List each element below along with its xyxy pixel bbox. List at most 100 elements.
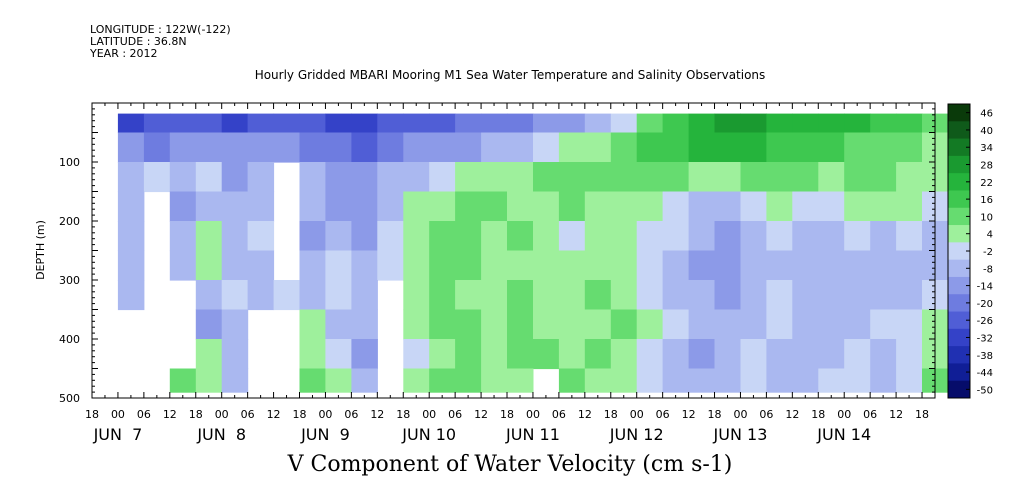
heatmap-cell <box>455 221 482 252</box>
heatmap-cell <box>221 280 249 311</box>
heatmap-cell <box>844 113 871 134</box>
heatmap-cell <box>740 162 767 193</box>
heatmap-cell <box>351 191 378 222</box>
heatmap-cell <box>584 113 612 134</box>
x-tick-label: 00 <box>733 408 747 421</box>
heatmap-cell <box>455 250 482 281</box>
heatmap-cell <box>429 162 456 193</box>
heatmap-cell <box>558 191 586 222</box>
heatmap-cell <box>896 221 923 252</box>
heatmap-cell <box>403 221 430 252</box>
x-tick-label: 06 <box>759 408 773 421</box>
heatmap-cell <box>299 339 326 370</box>
heatmap-cell <box>377 191 404 222</box>
heatmap-cell <box>662 132 690 163</box>
heatmap-cell <box>714 132 741 163</box>
heatmap-cell <box>818 309 845 340</box>
heatmap-cell <box>844 368 871 393</box>
x-tick-label: 12 <box>370 408 384 421</box>
x-tick-label: 00 <box>630 408 644 421</box>
heatmap-cell <box>714 280 741 311</box>
heatmap-cell <box>195 309 223 340</box>
heatmap-cell <box>481 132 508 163</box>
heatmap-cell <box>143 162 171 193</box>
heatmap-cell <box>584 339 612 370</box>
heatmap-cell <box>533 132 560 163</box>
heatmap-cell <box>403 309 430 340</box>
x-tick-label: 18 <box>708 408 722 421</box>
heatmap-cell <box>714 162 741 193</box>
heatmap-cell <box>455 309 482 340</box>
x-tick-label: 18 <box>604 408 618 421</box>
heatmap-cell <box>792 191 819 222</box>
x-tick-label: 00 <box>526 408 540 421</box>
x-tick-label: 06 <box>344 408 358 421</box>
heatmap-cell <box>169 221 197 252</box>
heatmap-cell <box>377 113 404 134</box>
heatmap-cell <box>325 162 352 193</box>
latitude-label: LATITUDE : 36.8N <box>90 35 187 48</box>
heatmap-cell <box>844 309 871 340</box>
x-tick-label: 18 <box>396 408 410 421</box>
heatmap-cell <box>299 309 326 340</box>
heatmap-cell <box>740 113 767 134</box>
colorbar-label: -26 <box>977 316 993 327</box>
heatmap-cell <box>714 250 741 281</box>
heatmap-cell <box>117 250 145 281</box>
heatmap-cell <box>403 191 430 222</box>
heatmap-cell <box>688 221 716 252</box>
heatmap-cell <box>792 132 819 163</box>
heatmap-cell <box>117 280 145 311</box>
heatmap-cell <box>221 132 249 163</box>
heatmap-cell <box>636 221 664 252</box>
heatmap-cell <box>662 339 690 370</box>
heatmap-cell <box>169 191 197 222</box>
heatmap-cell <box>558 113 586 134</box>
heatmap-cell <box>792 280 819 311</box>
colorbar-label: 22 <box>980 178 993 189</box>
heatmap-cell <box>143 113 171 134</box>
heatmap-cell <box>455 280 482 311</box>
x-tick-label: 18 <box>915 408 929 421</box>
heatmap-cell <box>688 132 716 163</box>
y-axis: 100 200 300 400 500 <box>59 102 935 405</box>
heatmap-cell <box>896 113 923 134</box>
heatmap-cell <box>896 191 923 222</box>
heatmap-cell <box>299 221 326 252</box>
heatmap-cell <box>325 250 352 281</box>
heatmap-cell <box>429 250 456 281</box>
x-tick-label: 06 <box>552 408 566 421</box>
heatmap-cell <box>818 191 845 222</box>
heatmap-cell <box>507 191 534 222</box>
heatmap-cell <box>169 113 197 134</box>
heatmap-cell <box>533 250 560 281</box>
heatmap-cell <box>766 368 793 393</box>
heatmap-cell <box>507 113 534 134</box>
heatmap-cell <box>481 250 508 281</box>
x-tick-label: 18 <box>293 408 307 421</box>
heatmap-cell <box>325 339 352 370</box>
x-tick-label: 18 <box>85 408 99 421</box>
heatmap-cell <box>455 191 482 222</box>
heatmap-cell <box>896 280 923 311</box>
heatmap-cell <box>247 162 275 193</box>
x-tick-label: 00 <box>837 408 851 421</box>
heatmap-cell <box>558 162 586 193</box>
heatmap-cell <box>299 162 326 193</box>
heatmap-cell <box>688 368 716 393</box>
heatmap-cell <box>403 250 430 281</box>
heatmap-cell <box>481 113 508 134</box>
heatmap-cell <box>844 191 871 222</box>
heatmap-cell <box>325 191 352 222</box>
heatmap-cell <box>533 339 560 370</box>
heatmap-cell <box>403 162 430 193</box>
heatmap-cell <box>610 113 638 134</box>
heatmap-cell <box>688 339 716 370</box>
heatmap-cell <box>844 250 871 281</box>
x-tick-label: 00 <box>215 408 229 421</box>
heatmap-cell <box>325 309 352 340</box>
heatmap-cell <box>299 250 326 281</box>
colorbar-swatch <box>948 380 970 399</box>
heatmap-cell <box>195 368 223 393</box>
heatmap-cell <box>818 368 845 393</box>
